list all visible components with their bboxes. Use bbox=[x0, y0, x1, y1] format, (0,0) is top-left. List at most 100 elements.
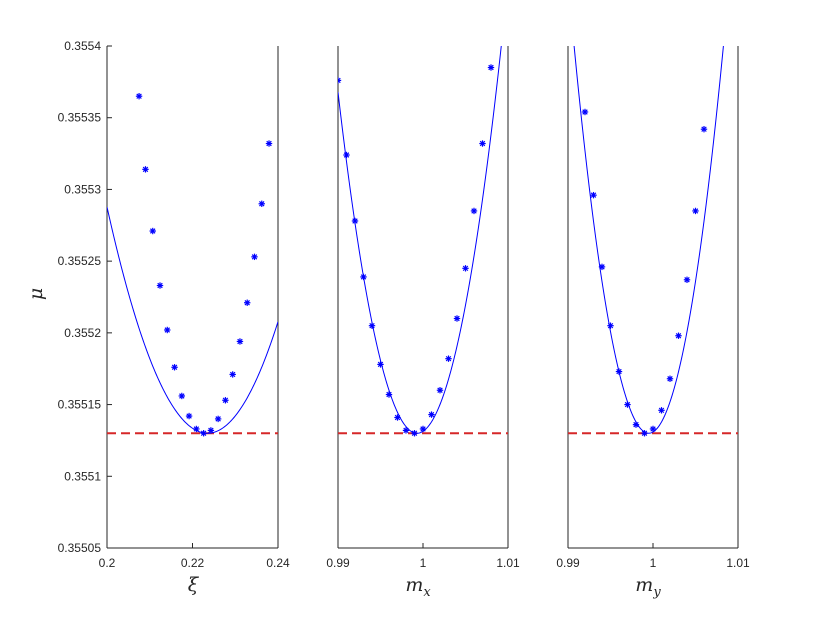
data-point-mx bbox=[385, 391, 393, 398]
marker-stroke bbox=[701, 126, 707, 132]
data-point-my bbox=[709, 31, 715, 37]
marker-stroke bbox=[479, 140, 486, 147]
data-point-my bbox=[641, 430, 648, 437]
data-point-my bbox=[598, 263, 606, 271]
x-tick-label: 0.2 bbox=[99, 556, 116, 570]
y-tick-label: 0.35535 bbox=[58, 111, 102, 125]
data-point-my bbox=[624, 401, 631, 408]
data-point-xi bbox=[214, 415, 222, 423]
data-point-xi bbox=[229, 371, 236, 378]
data-point-xi bbox=[149, 227, 156, 235]
data-point-mx bbox=[445, 355, 452, 362]
data-point-mx bbox=[479, 140, 486, 147]
data-point-mx bbox=[402, 427, 410, 434]
x-tick-label: 0.22 bbox=[181, 556, 205, 570]
data-point-my bbox=[607, 322, 614, 329]
marker-stroke bbox=[411, 430, 418, 436]
data-point-xi bbox=[265, 140, 273, 147]
marker-stroke bbox=[675, 332, 682, 339]
data-point-xi bbox=[178, 392, 186, 400]
marker-stroke bbox=[142, 166, 149, 173]
y-tick-label: 0.35515 bbox=[58, 398, 102, 412]
marker-stroke bbox=[403, 427, 409, 434]
marker-stroke bbox=[150, 228, 156, 234]
data-point-xi bbox=[164, 326, 171, 334]
y-axis-label-group: μ bbox=[25, 288, 47, 300]
data-point-mx bbox=[351, 217, 359, 225]
data-point-xi bbox=[207, 427, 215, 434]
marker-stroke bbox=[222, 397, 229, 403]
marker-stroke bbox=[186, 413, 192, 419]
marker-stroke bbox=[157, 282, 163, 289]
y-tick-label: 0.3553 bbox=[64, 182, 101, 196]
marker-stroke bbox=[437, 387, 443, 393]
y-tick-label: 0.3554 bbox=[64, 39, 101, 53]
marker-stroke bbox=[360, 274, 367, 280]
data-point-mx bbox=[411, 430, 418, 437]
data-point-mx bbox=[453, 315, 461, 322]
marker-stroke bbox=[445, 355, 452, 362]
data-point-my bbox=[632, 421, 640, 428]
data-point-my bbox=[581, 108, 589, 116]
data-point-mx bbox=[394, 414, 401, 421]
data-point-my bbox=[675, 332, 682, 339]
marker-stroke bbox=[710, 32, 715, 37]
data-point-xi bbox=[222, 397, 229, 404]
marker-stroke bbox=[658, 407, 665, 414]
marker-stroke bbox=[386, 391, 392, 398]
data-point-mx bbox=[428, 411, 435, 418]
y-tick-label: 0.35525 bbox=[58, 254, 102, 268]
marker-stroke bbox=[215, 416, 221, 422]
marker-stroke bbox=[607, 322, 614, 329]
data-point-mx bbox=[377, 361, 384, 368]
data-point-xi bbox=[251, 253, 258, 261]
marker-stroke bbox=[377, 361, 384, 368]
marker-stroke bbox=[251, 254, 258, 260]
plot-panel-my: 0.99 1 1.01 bbox=[556, 31, 750, 570]
x-tick-label: 1 bbox=[420, 556, 427, 570]
x-tick-label: 1.01 bbox=[496, 556, 520, 570]
data-point-xi bbox=[135, 93, 143, 100]
marker-stroke bbox=[454, 315, 460, 322]
data-point-my bbox=[692, 207, 699, 215]
marker-stroke bbox=[582, 109, 588, 115]
data-point-mx bbox=[419, 425, 427, 433]
marker-stroke bbox=[599, 264, 605, 270]
x-tick-label: 1 bbox=[650, 556, 657, 570]
marker-stroke bbox=[590, 192, 597, 198]
y-tick-label: 0.3552 bbox=[64, 326, 101, 340]
data-point-xi bbox=[185, 412, 193, 420]
plot-panel-xi: 0.2 0.22 0.24 0.35505 0.3551 0.35515 0.3552 0.3… bbox=[58, 39, 290, 570]
marker-stroke bbox=[136, 93, 142, 99]
x-axis-label-xi: ξ bbox=[188, 574, 200, 596]
x-tick-label: 0.99 bbox=[556, 556, 580, 570]
marker-stroke bbox=[633, 421, 639, 428]
marker-stroke bbox=[352, 218, 358, 224]
marker-stroke bbox=[624, 401, 631, 408]
data-point-my bbox=[683, 276, 691, 283]
x-tick-label: 0.24 bbox=[266, 556, 290, 570]
data-point-xi bbox=[142, 166, 149, 173]
marker-stroke bbox=[369, 322, 375, 329]
marker-stroke bbox=[428, 411, 435, 418]
fit-curve-xi bbox=[107, 206, 278, 434]
x-tick-label: 1.01 bbox=[726, 556, 750, 570]
marker-stroke bbox=[259, 201, 265, 207]
y-tick-label: 0.3551 bbox=[64, 469, 101, 483]
marker-stroke bbox=[394, 414, 401, 421]
plot-panel-mx: 0.99 1 1.01 bbox=[326, 46, 520, 570]
marker-stroke bbox=[179, 393, 185, 399]
marker-stroke bbox=[208, 427, 214, 434]
data-point-my bbox=[615, 368, 623, 375]
x-tick-label: 0.99 bbox=[326, 556, 350, 570]
fit-curve-mx bbox=[338, 46, 502, 434]
data-point-my bbox=[649, 425, 657, 433]
marker-stroke bbox=[692, 208, 699, 214]
marker-stroke bbox=[237, 338, 243, 345]
data-point-xi bbox=[193, 425, 200, 433]
marker-stroke bbox=[338, 79, 341, 84]
data-point-xi bbox=[156, 282, 164, 289]
marker-stroke bbox=[650, 426, 656, 432]
fit-curve-my bbox=[573, 46, 724, 434]
